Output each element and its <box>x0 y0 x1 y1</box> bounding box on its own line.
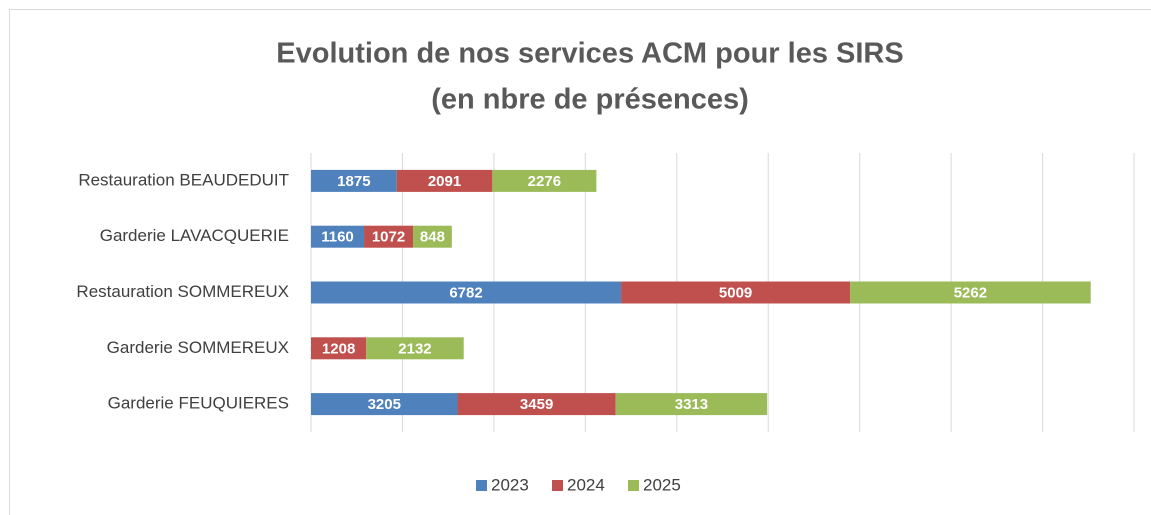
data-label: 1072 <box>372 229 405 246</box>
bar <box>621 281 851 304</box>
bar <box>457 393 616 416</box>
data-label: 2276 <box>528 173 561 190</box>
chart-title: Evolution de nos services ACM pour les S… <box>276 38 903 70</box>
bar <box>311 337 367 360</box>
legend-label: 2024 <box>567 475 605 494</box>
data-label: 6782 <box>449 284 482 301</box>
data-label: 2091 <box>428 173 461 190</box>
y-tick-label: Garderie FEUQUIERES <box>108 394 289 413</box>
bar <box>615 393 768 416</box>
bar <box>311 225 365 248</box>
legend-label: 2023 <box>491 475 529 494</box>
bar <box>366 337 464 360</box>
bar <box>850 281 1091 304</box>
chart-border <box>9 9 1151 515</box>
bar <box>311 281 622 304</box>
data-label: 848 <box>420 229 445 246</box>
bar <box>396 169 493 192</box>
data-label: 3459 <box>520 396 553 413</box>
data-label: 1160 <box>321 229 354 246</box>
bar <box>311 393 458 416</box>
y-tick-label: Garderie SOMMEREUX <box>107 338 289 357</box>
legend-swatch <box>628 480 639 491</box>
data-label: 1875 <box>337 173 370 190</box>
data-label: 3205 <box>368 396 401 413</box>
y-tick-label: Restauration BEAUDEDUIT <box>78 170 289 189</box>
data-label: 5262 <box>954 284 987 301</box>
bar <box>311 169 397 192</box>
bar <box>413 225 452 248</box>
legend-swatch <box>552 480 563 491</box>
y-tick-label: Restauration SOMMEREUX <box>76 282 289 301</box>
data-label: 5009 <box>719 284 752 301</box>
data-label: 2132 <box>398 340 431 357</box>
chart-subtitle: (en nbre de présences) <box>431 84 749 116</box>
data-label: 1208 <box>322 340 355 357</box>
y-tick-label: Garderie LAVACQUERIE <box>100 226 289 245</box>
data-label: 3313 <box>675 396 708 413</box>
legend-swatch <box>476 480 487 491</box>
legend-label: 2025 <box>643 475 681 494</box>
bar <box>364 225 414 248</box>
bar <box>492 169 597 192</box>
